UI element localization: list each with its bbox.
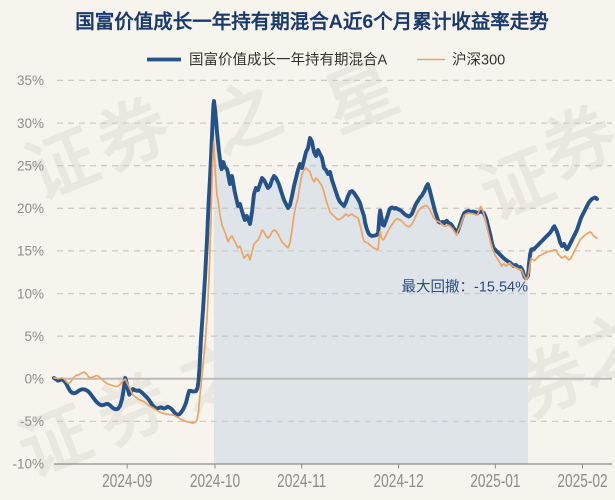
svg-text:35%: 35%: [17, 73, 44, 88]
svg-text:2025-01: 2025-01: [470, 471, 520, 491]
svg-text:2024-10: 2024-10: [190, 471, 240, 491]
svg-text:10%: 10%: [17, 286, 44, 301]
svg-text:2024-09: 2024-09: [102, 471, 152, 491]
svg-text:-5%: -5%: [20, 414, 44, 429]
svg-text:0%: 0%: [24, 372, 44, 387]
svg-text:30%: 30%: [17, 116, 44, 131]
svg-text:-10%: -10%: [12, 457, 44, 472]
svg-text:25%: 25%: [17, 158, 44, 173]
svg-text:2024-12: 2024-12: [373, 471, 423, 491]
svg-text:5%: 5%: [24, 329, 44, 344]
svg-text:2024-11: 2024-11: [277, 471, 326, 491]
svg-text:20%: 20%: [17, 201, 44, 216]
svg-text:最大回撤：-15.54%: 最大回撤：-15.54%: [401, 279, 528, 296]
svg-text:国富价值成长一年持有期混合A近6个月累计收益率走势: 国富价值成长一年持有期混合A近6个月累计收益率走势: [75, 10, 549, 33]
svg-text:15%: 15%: [17, 244, 44, 259]
svg-text:2025-02: 2025-02: [557, 471, 607, 491]
svg-text:沪深300: 沪深300: [452, 52, 505, 69]
svg-text:国富价值成长一年持有期混合A: 国富价值成长一年持有期混合A: [189, 51, 387, 69]
